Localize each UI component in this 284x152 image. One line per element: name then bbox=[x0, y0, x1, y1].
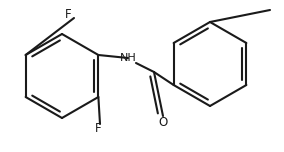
Text: NH: NH bbox=[120, 53, 136, 63]
Text: O: O bbox=[158, 116, 168, 130]
Text: F: F bbox=[95, 121, 101, 135]
Text: F: F bbox=[65, 7, 71, 21]
